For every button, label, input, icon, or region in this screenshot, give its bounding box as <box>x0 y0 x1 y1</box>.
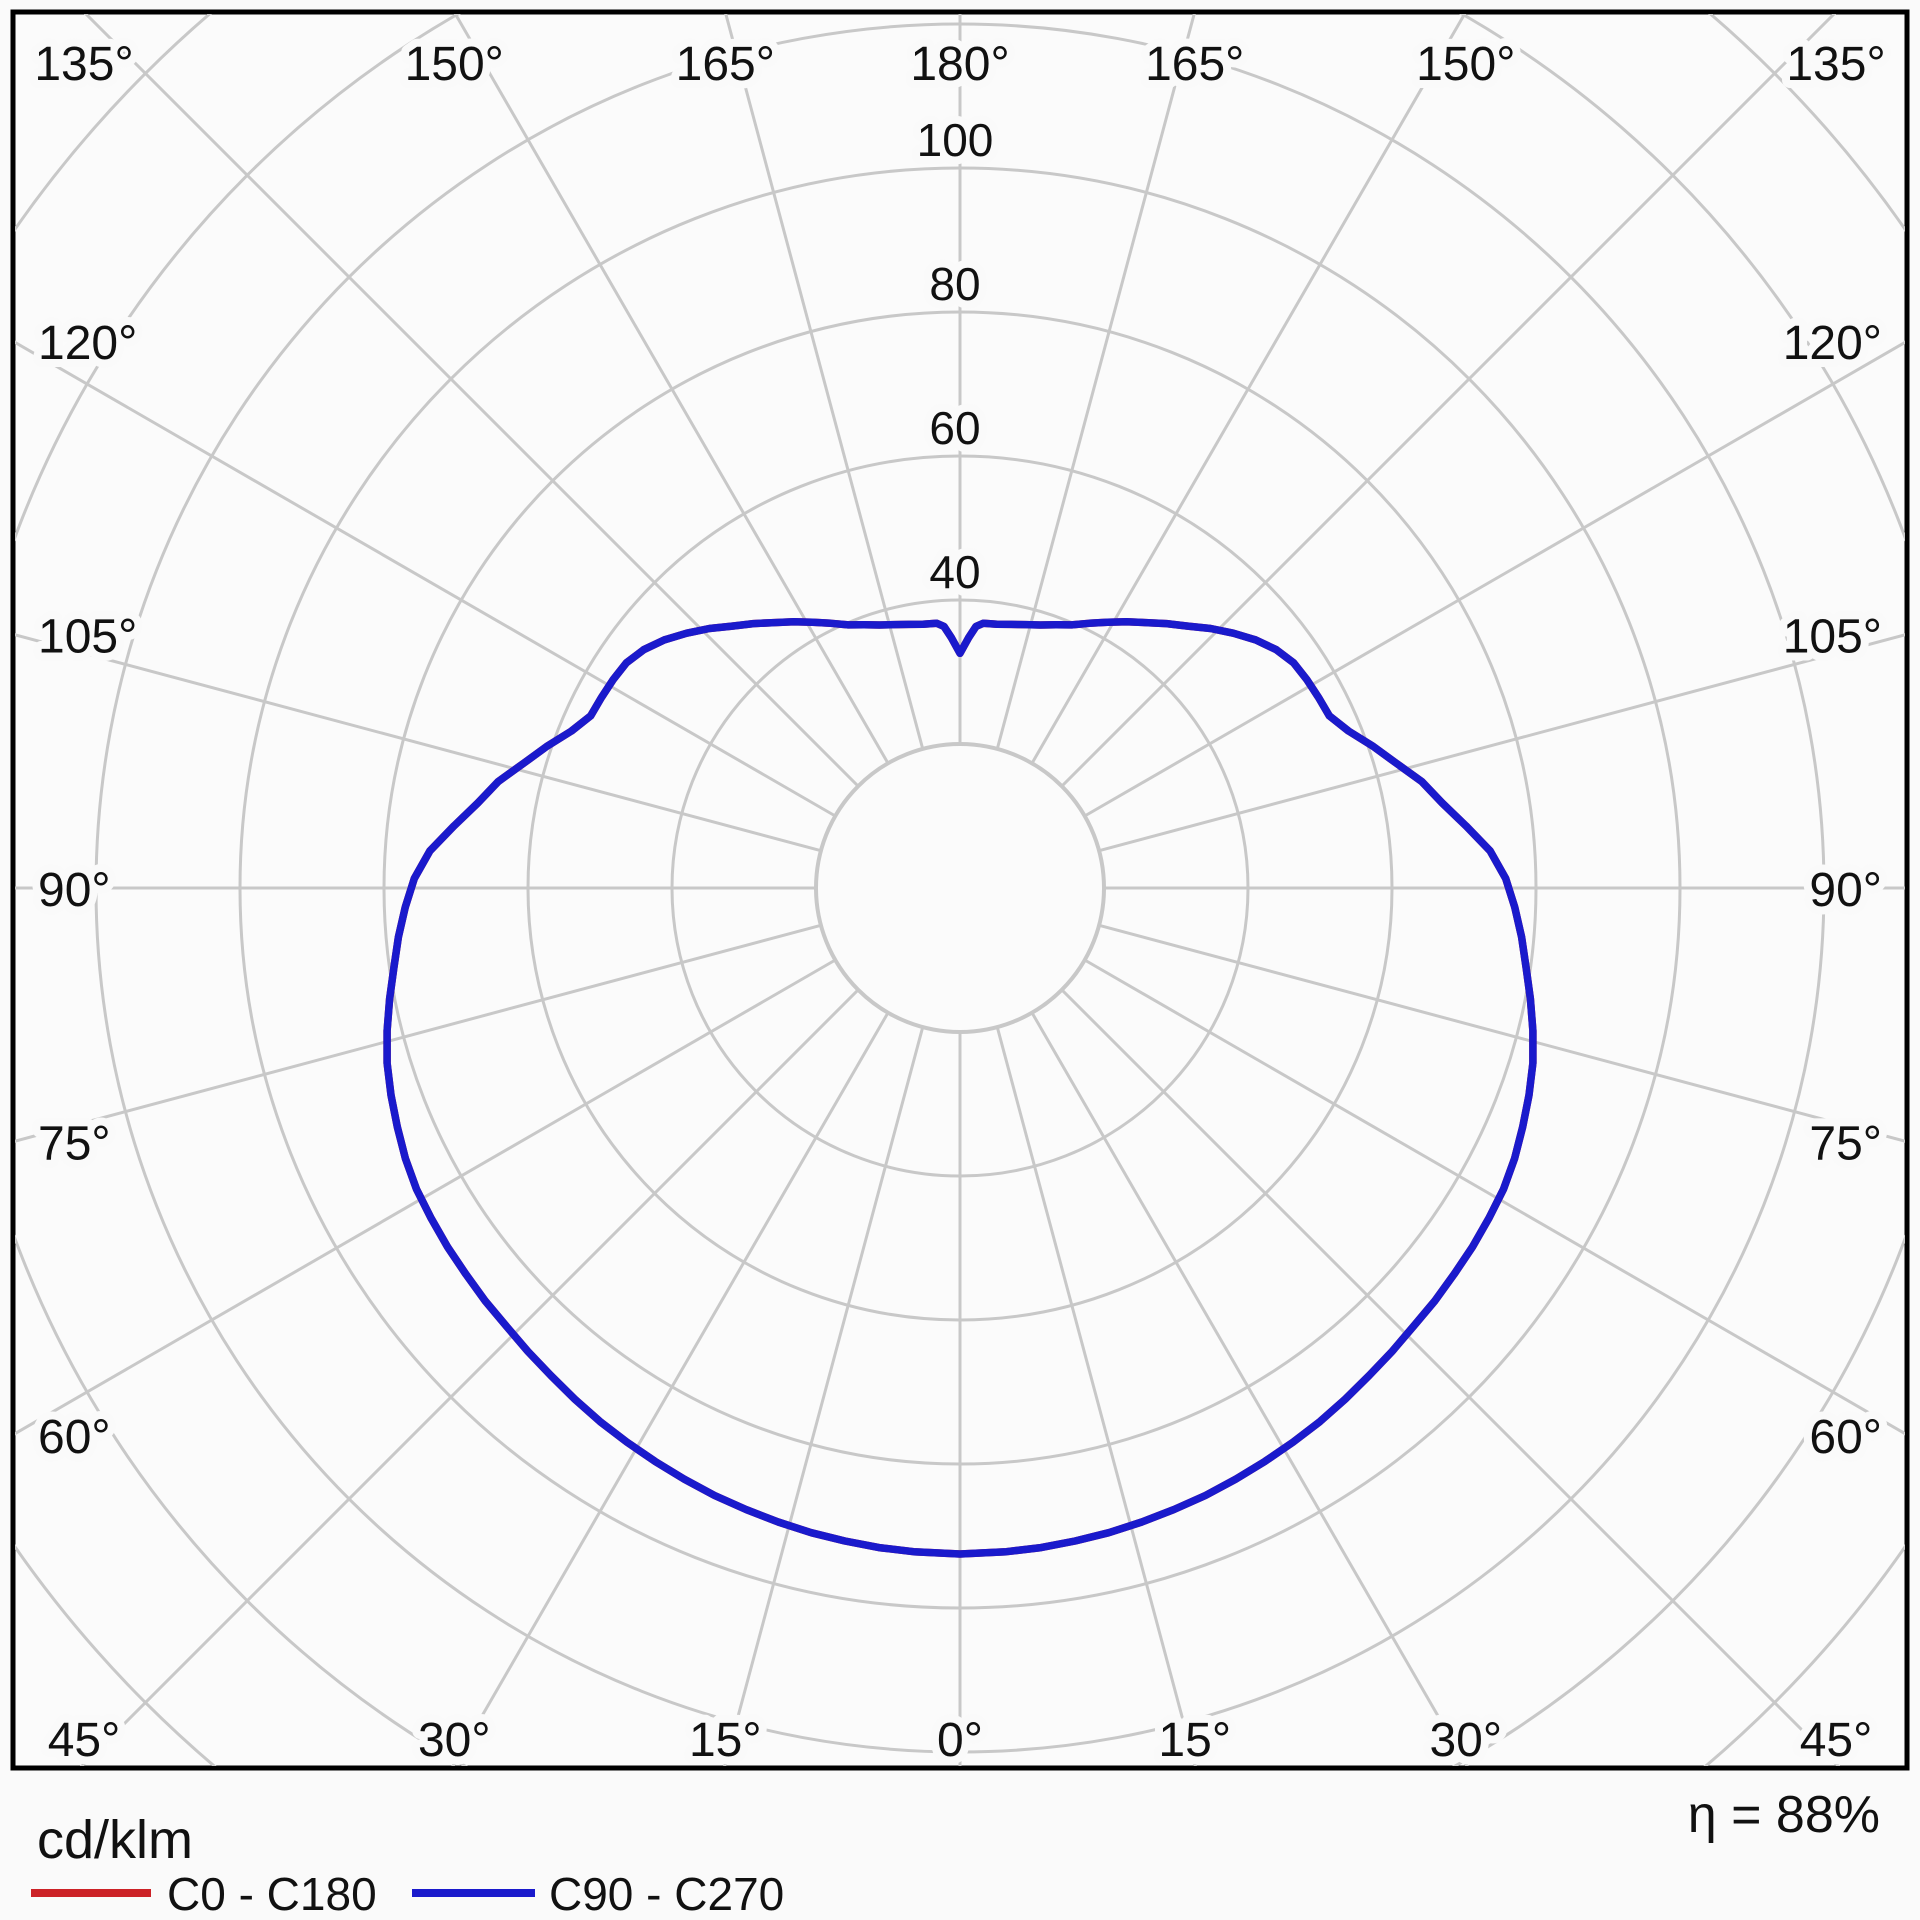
legend-label-c90-c270: C90 - C270 <box>549 1868 784 1920</box>
intensity-curves <box>383 618 1537 1558</box>
legend-label-c0-c180: C0 - C180 <box>167 1868 377 1920</box>
angle-label-top-4: 165° <box>1145 38 1244 91</box>
angle-label-bottom-3: 0° <box>937 1714 983 1767</box>
ring-label-100: 100 <box>917 114 994 166</box>
angle-label-top-5: 150° <box>1416 38 1515 91</box>
ring-label-80: 80 <box>929 258 980 310</box>
angle-label-top-1: 150° <box>405 38 504 91</box>
curve-c90-c270 <box>383 618 1537 1558</box>
angle-label-top-0: 135° <box>34 38 133 91</box>
angle-label-left-3: 75° <box>38 1118 111 1171</box>
angle-label-left-1: 105° <box>38 610 137 663</box>
unit-label: cd/klm <box>37 1810 193 1870</box>
efficiency-value: η = 88% <box>1688 1786 1880 1844</box>
angle-label-right-1: 105° <box>1783 610 1882 663</box>
angle-label-bottom-1: 30° <box>418 1714 491 1767</box>
angle-label-right-2: 90° <box>1809 864 1882 917</box>
angle-labels: 135° 150° 165° 180° 165° 150° 135° 45° 30° 15° 0° 1… <box>26 30 1893 1775</box>
angle-label-bottom-2: 15° <box>689 1714 762 1767</box>
angle-label-left-4: 60° <box>38 1411 111 1464</box>
angle-label-top-3: 180° <box>910 38 1009 91</box>
angle-label-bottom-4: 15° <box>1158 1714 1231 1767</box>
angle-label-right-4: 60° <box>1809 1411 1882 1464</box>
ring-label-60: 60 <box>929 402 980 454</box>
legend: cd/klm C0 - C180 C90 - C270 η = 88% <box>31 1786 1880 1920</box>
angle-label-bottom-5: 30° <box>1429 1714 1502 1767</box>
angle-label-right-3: 75° <box>1809 1118 1882 1171</box>
angle-label-bottom-0: 45° <box>48 1714 121 1767</box>
angle-label-bottom-6: 45° <box>1800 1714 1873 1767</box>
angle-label-right-0: 120° <box>1783 317 1882 370</box>
angle-label-top-2: 165° <box>676 38 775 91</box>
angle-label-top-6: 135° <box>1786 38 1885 91</box>
ring-label-40: 40 <box>929 546 980 598</box>
angle-label-left-0: 120° <box>38 317 137 370</box>
ring-value-labels: 40 60 80 100 <box>909 106 1002 606</box>
angle-label-left-2: 90° <box>38 864 111 917</box>
